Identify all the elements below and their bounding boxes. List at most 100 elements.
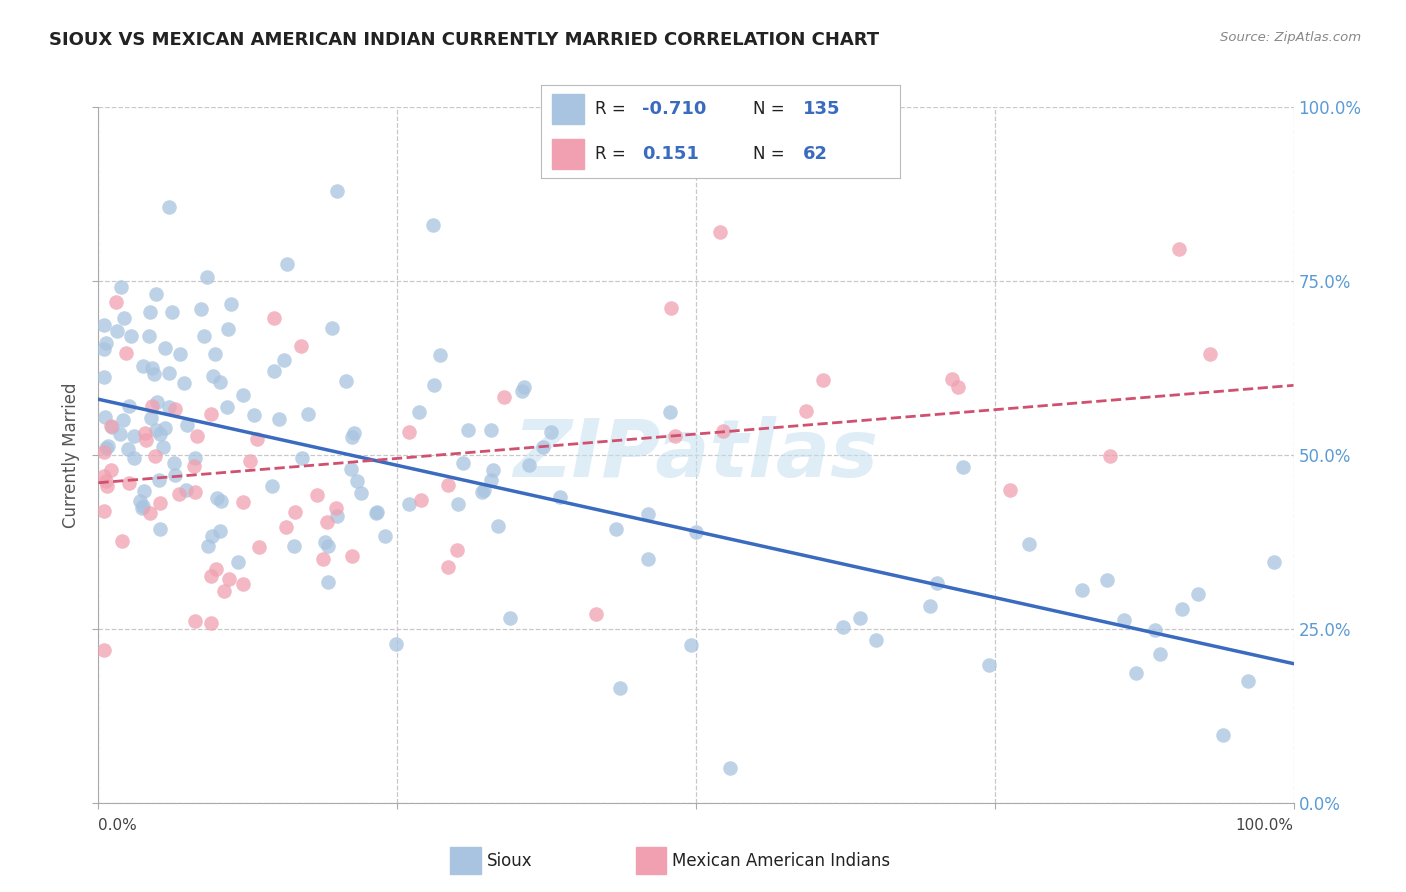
Point xyxy=(146,395,169,409)
Point xyxy=(167,487,190,501)
Point xyxy=(340,461,363,475)
Point xyxy=(446,543,468,558)
Point xyxy=(637,507,659,521)
Point xyxy=(422,219,444,233)
Point xyxy=(93,342,115,356)
Point xyxy=(101,420,124,434)
Point xyxy=(374,529,396,543)
Point xyxy=(131,359,153,374)
Point xyxy=(479,473,502,487)
Point xyxy=(176,418,198,433)
Point xyxy=(411,492,433,507)
Point xyxy=(200,569,222,583)
Text: N =: N = xyxy=(752,100,785,118)
Point xyxy=(316,575,339,590)
Point xyxy=(104,294,127,309)
Point xyxy=(163,456,186,470)
Point xyxy=(350,486,373,500)
Point xyxy=(952,460,974,475)
Point xyxy=(481,423,503,437)
Text: R =: R = xyxy=(595,145,626,163)
Point xyxy=(139,506,162,520)
Point xyxy=(110,280,132,294)
Point xyxy=(941,372,963,386)
Point xyxy=(1000,483,1022,498)
Point xyxy=(93,642,115,657)
Point xyxy=(1098,449,1121,463)
Point xyxy=(1237,673,1260,688)
Point xyxy=(232,494,254,508)
Point xyxy=(129,494,152,508)
Point xyxy=(183,450,205,465)
Point xyxy=(111,534,134,549)
Point xyxy=(711,424,734,438)
Point xyxy=(659,404,682,418)
Point xyxy=(517,458,540,473)
Point xyxy=(453,456,475,470)
Point xyxy=(832,619,855,633)
Point xyxy=(208,524,231,538)
Point xyxy=(679,638,702,652)
Point xyxy=(1167,243,1189,257)
Point xyxy=(531,440,554,454)
Point xyxy=(193,329,215,343)
Point xyxy=(398,497,420,511)
Point xyxy=(659,301,682,316)
Text: SIOUX VS MEXICAN AMERICAN INDIAN CURRENTLY MARRIED CORRELATION CHART: SIOUX VS MEXICAN AMERICAN INDIAN CURRENT… xyxy=(49,31,879,49)
Point xyxy=(422,378,444,392)
Bar xyxy=(636,847,666,874)
Point xyxy=(316,539,339,553)
Point xyxy=(169,347,191,361)
Point xyxy=(112,413,135,427)
Point xyxy=(437,559,460,574)
Point xyxy=(408,405,430,419)
Point xyxy=(141,361,163,376)
Point xyxy=(120,328,142,343)
Text: N =: N = xyxy=(752,145,785,163)
Point xyxy=(141,399,163,413)
Point xyxy=(811,373,834,387)
Point xyxy=(232,577,254,591)
Point xyxy=(134,483,156,498)
Point xyxy=(112,310,135,325)
Point xyxy=(135,433,157,447)
Point xyxy=(340,430,363,444)
Point xyxy=(131,501,153,516)
Point xyxy=(436,478,458,492)
Point xyxy=(153,420,176,434)
Point xyxy=(263,310,285,325)
Point xyxy=(217,400,239,414)
Point xyxy=(96,474,118,488)
Point xyxy=(94,336,117,351)
Point xyxy=(145,286,167,301)
Point xyxy=(124,429,146,443)
Point xyxy=(499,611,522,625)
Point xyxy=(148,427,170,442)
Point xyxy=(471,485,494,500)
Point xyxy=(205,491,228,505)
Point xyxy=(117,442,139,457)
Point xyxy=(195,270,218,285)
Point xyxy=(326,184,349,198)
Point xyxy=(202,368,225,383)
Point xyxy=(609,681,631,696)
Point xyxy=(385,637,408,651)
Point xyxy=(96,479,118,493)
Point xyxy=(513,380,536,394)
Point xyxy=(540,425,562,439)
Point xyxy=(718,761,741,775)
Point xyxy=(664,429,686,443)
Point xyxy=(173,376,195,390)
Text: 135: 135 xyxy=(803,100,841,118)
Point xyxy=(186,429,208,443)
Point xyxy=(145,423,167,437)
Point xyxy=(93,369,115,384)
Point xyxy=(585,607,607,621)
Point xyxy=(709,225,731,239)
Text: R =: R = xyxy=(595,100,626,118)
Point xyxy=(796,403,818,417)
Point xyxy=(122,451,145,466)
Point xyxy=(159,366,181,380)
Point xyxy=(134,426,156,441)
Point xyxy=(274,520,297,534)
